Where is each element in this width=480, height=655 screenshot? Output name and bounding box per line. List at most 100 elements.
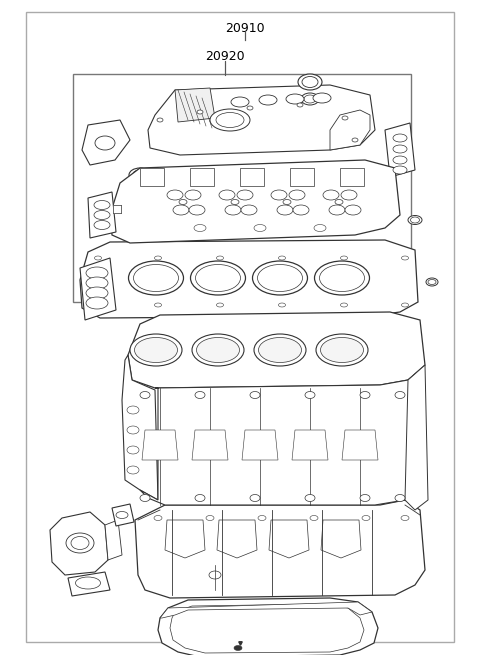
Polygon shape	[142, 430, 178, 460]
Ellipse shape	[195, 495, 205, 502]
Polygon shape	[158, 598, 378, 655]
Ellipse shape	[408, 215, 422, 225]
Ellipse shape	[127, 466, 139, 474]
Ellipse shape	[393, 145, 407, 153]
Ellipse shape	[129, 261, 183, 295]
Ellipse shape	[410, 217, 420, 223]
Ellipse shape	[167, 190, 183, 200]
Polygon shape	[160, 602, 372, 618]
Polygon shape	[50, 512, 108, 575]
Ellipse shape	[340, 303, 348, 307]
Ellipse shape	[393, 166, 407, 174]
Ellipse shape	[360, 392, 370, 398]
Ellipse shape	[254, 334, 306, 366]
Polygon shape	[112, 504, 134, 526]
Ellipse shape	[94, 200, 110, 210]
Ellipse shape	[231, 200, 239, 204]
Ellipse shape	[127, 446, 139, 454]
Text: 20910: 20910	[225, 22, 265, 35]
Ellipse shape	[71, 536, 89, 550]
Ellipse shape	[210, 109, 250, 131]
Bar	[113, 205, 121, 213]
Ellipse shape	[94, 221, 110, 229]
Polygon shape	[321, 520, 361, 558]
Bar	[113, 205, 121, 213]
Ellipse shape	[289, 190, 305, 200]
Ellipse shape	[271, 190, 287, 200]
Ellipse shape	[401, 256, 408, 260]
Ellipse shape	[426, 278, 438, 286]
Ellipse shape	[189, 205, 205, 215]
Ellipse shape	[192, 334, 244, 366]
Bar	[240, 168, 264, 186]
Ellipse shape	[86, 267, 108, 279]
Polygon shape	[217, 520, 257, 558]
Ellipse shape	[231, 97, 249, 107]
Ellipse shape	[66, 533, 94, 553]
Ellipse shape	[393, 134, 407, 142]
Polygon shape	[88, 192, 116, 238]
Ellipse shape	[250, 392, 260, 398]
Ellipse shape	[127, 426, 139, 434]
Ellipse shape	[209, 571, 221, 579]
Ellipse shape	[134, 337, 178, 362]
Bar	[113, 205, 121, 213]
Polygon shape	[175, 88, 215, 122]
Polygon shape	[122, 355, 158, 500]
Ellipse shape	[428, 280, 436, 284]
Polygon shape	[192, 430, 228, 460]
Polygon shape	[80, 258, 116, 320]
Polygon shape	[80, 240, 418, 318]
Ellipse shape	[320, 265, 364, 291]
Ellipse shape	[154, 515, 162, 521]
Ellipse shape	[250, 495, 260, 502]
Ellipse shape	[127, 406, 139, 414]
Polygon shape	[165, 520, 205, 558]
Polygon shape	[110, 160, 400, 243]
Ellipse shape	[323, 190, 339, 200]
Ellipse shape	[310, 515, 318, 521]
Ellipse shape	[95, 136, 115, 150]
Ellipse shape	[195, 392, 205, 398]
Ellipse shape	[305, 392, 315, 398]
Ellipse shape	[155, 303, 161, 307]
Ellipse shape	[140, 495, 150, 502]
Ellipse shape	[286, 94, 304, 104]
Ellipse shape	[216, 303, 224, 307]
Ellipse shape	[314, 261, 370, 295]
Bar	[113, 205, 121, 213]
Polygon shape	[148, 85, 375, 155]
Ellipse shape	[195, 265, 240, 291]
Ellipse shape	[132, 170, 147, 180]
Ellipse shape	[341, 190, 357, 200]
Ellipse shape	[241, 205, 257, 215]
Ellipse shape	[173, 205, 189, 215]
Ellipse shape	[86, 297, 108, 309]
Polygon shape	[170, 604, 364, 653]
Ellipse shape	[237, 190, 253, 200]
Ellipse shape	[395, 392, 405, 398]
Ellipse shape	[259, 95, 277, 105]
Ellipse shape	[234, 645, 242, 650]
Ellipse shape	[157, 118, 163, 122]
Ellipse shape	[95, 256, 101, 260]
Text: 20920: 20920	[205, 50, 245, 63]
Polygon shape	[405, 365, 428, 510]
Ellipse shape	[316, 334, 368, 366]
Polygon shape	[269, 520, 309, 558]
Ellipse shape	[133, 265, 179, 291]
Bar	[340, 168, 364, 186]
Ellipse shape	[298, 74, 322, 90]
Ellipse shape	[393, 156, 407, 164]
Ellipse shape	[206, 515, 214, 521]
Bar	[73, 74, 411, 302]
Ellipse shape	[401, 303, 408, 307]
Bar	[140, 168, 164, 186]
Bar	[190, 168, 214, 186]
Polygon shape	[105, 520, 122, 560]
Ellipse shape	[278, 256, 286, 260]
Ellipse shape	[335, 200, 343, 204]
Ellipse shape	[340, 256, 348, 260]
Polygon shape	[385, 123, 415, 177]
Ellipse shape	[94, 210, 110, 219]
